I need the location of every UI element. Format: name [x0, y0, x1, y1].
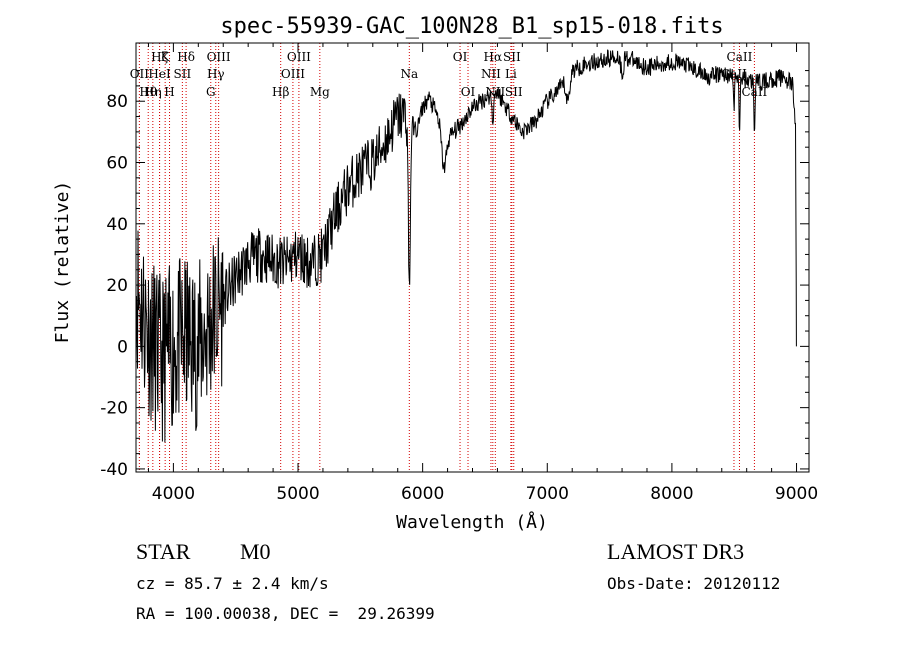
- y-tick-label: 40: [106, 215, 128, 235]
- line-marker-label: Hζ: [151, 50, 168, 64]
- line-marker-label: G: [206, 85, 216, 99]
- line-marker-label: SII: [503, 50, 521, 64]
- line-marker-label: Li: [505, 67, 517, 81]
- line-marker-label: Hδ: [177, 50, 195, 64]
- line-marker-label: H: [164, 85, 174, 99]
- line-marker-label: Hγ: [207, 67, 225, 81]
- line-marker-label: OI: [453, 50, 468, 64]
- x-tick-label: 7000: [526, 484, 569, 504]
- spectrum-series-line: [135, 49, 797, 443]
- sky-coordinates: RA = 100.00038, DEC = 29.26399: [136, 604, 435, 623]
- x-axis-ticks: 4000 5000 6000 7000 8000 9000: [147, 43, 818, 504]
- x-tick-label: 4000: [152, 484, 195, 504]
- y-axis-ticks: -40 -20 0 20 40 60 80: [100, 70, 809, 480]
- y-tick-label: -40: [100, 460, 128, 480]
- redshift-velocity: cz = 85.7 ± 2.4 km/s: [136, 574, 329, 593]
- observation-date: Obs-Date: 20120112: [607, 574, 781, 593]
- survey-name: LAMOST DR3: [607, 539, 745, 564]
- line-marker-label: OIII: [287, 50, 311, 64]
- line-marker-label: SII: [174, 67, 192, 81]
- chart-title: spec-55939-GAC_100N28_B1_sp15-018.fits: [220, 14, 723, 39]
- x-tick-label: 5000: [276, 484, 319, 504]
- object-class: STAR: [136, 539, 191, 564]
- line-marker-label: OIII: [207, 50, 231, 64]
- line-marker-label: Na: [400, 67, 418, 81]
- x-axis-label: Wavelength (Å): [396, 511, 548, 533]
- line-marker-label: CaII: [727, 50, 753, 64]
- y-tick-label: 20: [106, 276, 128, 296]
- line-marker-label: OI: [461, 85, 476, 99]
- line-marker-label: Mg: [310, 85, 330, 99]
- y-tick-label: 80: [106, 92, 128, 112]
- line-marker-label: SII: [505, 85, 523, 99]
- line-marker-label: K: [161, 50, 171, 64]
- spectral-line-markers: [138, 43, 755, 472]
- x-tick-label: 9000: [775, 484, 818, 504]
- object-subclass: M0: [240, 539, 271, 564]
- line-marker-label: NII: [481, 67, 501, 81]
- y-tick-label: -20: [100, 399, 128, 419]
- y-tick-label: 60: [106, 154, 128, 174]
- line-marker-label: Hβ: [272, 85, 289, 99]
- line-marker-label: HeI: [148, 67, 171, 81]
- line-marker-label: Hθ: [139, 85, 157, 99]
- y-axis-label: Flux (relative): [52, 181, 73, 344]
- line-marker-label: Hη: [144, 85, 162, 99]
- spectral-line-labels: OIIHθHηHζHeIKHSIIHδGHγOIIIHβOIIIOIIIMgNa…: [130, 50, 768, 99]
- x-tick-label: 6000: [401, 484, 444, 504]
- x-tick-label: 8000: [650, 484, 693, 504]
- line-marker-label: OII: [130, 67, 150, 81]
- line-marker-label: Hα: [484, 50, 503, 64]
- y-tick-label: 0: [117, 337, 128, 357]
- line-marker-label: OIII: [281, 67, 305, 81]
